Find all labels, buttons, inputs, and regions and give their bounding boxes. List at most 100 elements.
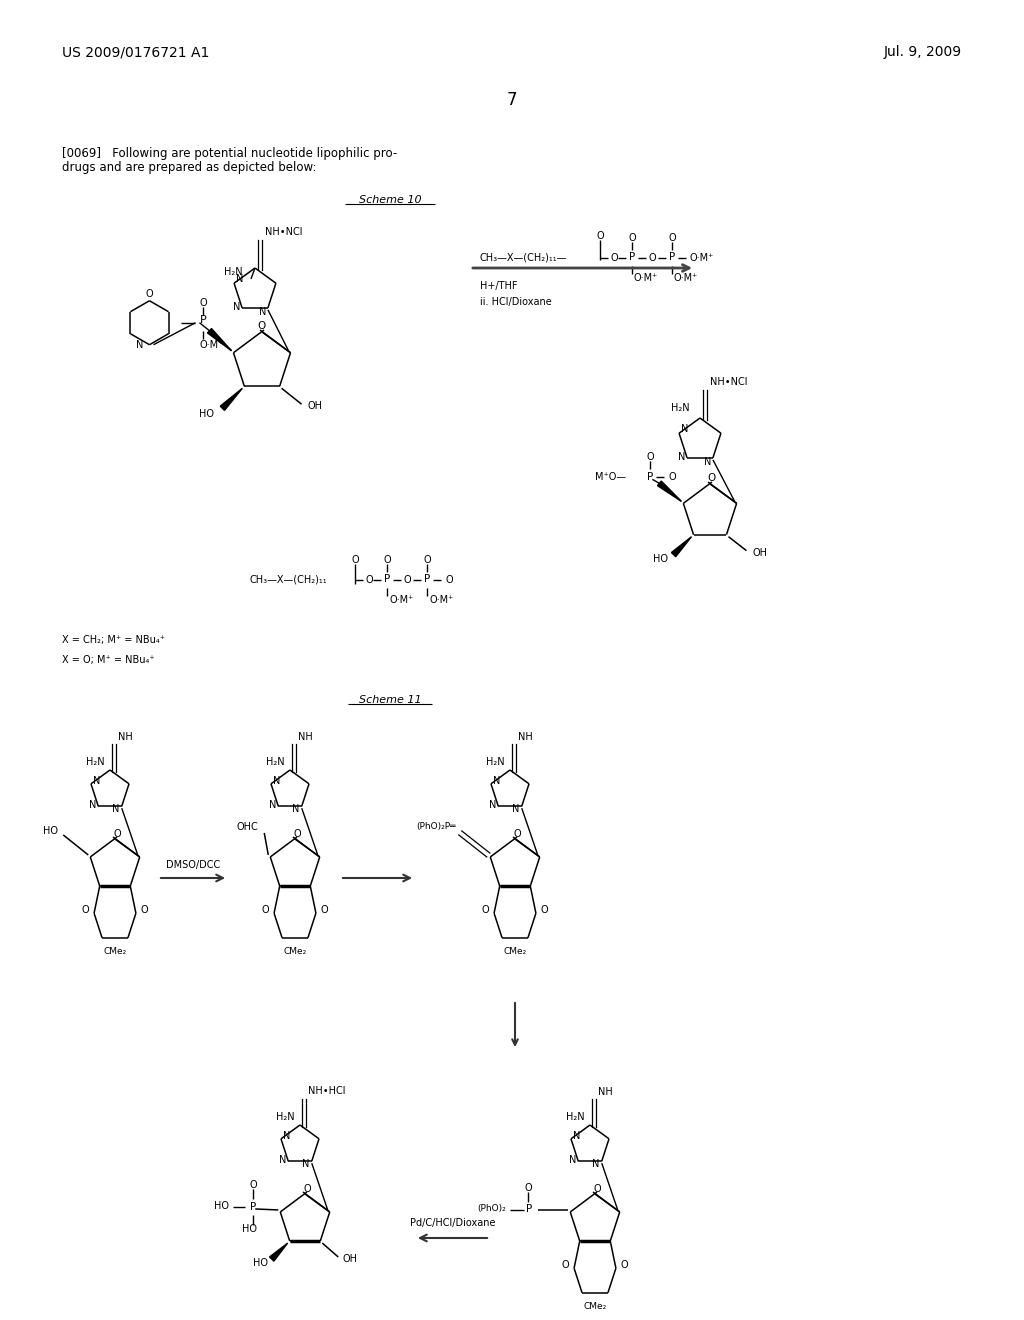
Text: P: P <box>250 1203 256 1212</box>
Text: O: O <box>648 253 655 263</box>
Text: O: O <box>669 234 676 243</box>
Text: H₂N: H₂N <box>486 756 505 767</box>
Text: P: P <box>629 252 635 261</box>
Text: NH: NH <box>598 1086 612 1097</box>
Text: Pd/C/HCl/Dioxane: Pd/C/HCl/Dioxane <box>411 1218 496 1228</box>
Text: H₂N: H₂N <box>266 756 285 767</box>
Text: H₂N: H₂N <box>276 1111 295 1122</box>
Text: NH•NCl: NH•NCl <box>710 378 748 387</box>
Polygon shape <box>220 388 243 411</box>
Text: 7: 7 <box>507 91 517 110</box>
Text: O·M⁺: O·M⁺ <box>429 595 454 605</box>
Text: [0069]   Following are potential nucleotide lipophilic pro-: [0069] Following are potential nucleotid… <box>62 147 397 160</box>
Text: O: O <box>610 253 617 263</box>
Text: drugs and are prepared as depicted below:: drugs and are prepared as depicted below… <box>62 161 316 173</box>
Text: HO: HO <box>652 553 668 564</box>
Text: NH•NCl: NH•NCl <box>265 227 302 238</box>
Text: O·M⁺: O·M⁺ <box>634 273 658 282</box>
Text: OHC: OHC <box>237 822 258 832</box>
Text: M⁺O—: M⁺O— <box>595 473 627 482</box>
Text: N: N <box>93 776 100 785</box>
Text: O: O <box>141 906 148 915</box>
Text: NH: NH <box>118 733 133 742</box>
Text: N: N <box>569 1155 577 1166</box>
Text: O: O <box>258 321 266 331</box>
Text: O: O <box>561 1261 569 1270</box>
Text: P: P <box>526 1204 532 1214</box>
Text: N: N <box>488 800 497 810</box>
Text: X = O; M⁺ = NBu₄⁺: X = O; M⁺ = NBu₄⁺ <box>62 655 155 665</box>
Text: OH: OH <box>342 1254 357 1265</box>
Text: O: O <box>366 576 373 585</box>
Text: O: O <box>596 231 604 242</box>
Text: N: N <box>293 804 300 814</box>
Text: N: N <box>279 1155 287 1166</box>
Text: N: N <box>232 302 240 312</box>
Text: O: O <box>423 554 431 565</box>
Text: O·M⁺: O·M⁺ <box>200 339 224 350</box>
Text: HO: HO <box>43 826 58 836</box>
Polygon shape <box>657 480 681 502</box>
Text: N: N <box>302 1159 309 1170</box>
Text: (PhO)₂P═: (PhO)₂P═ <box>416 822 456 832</box>
Polygon shape <box>269 1243 288 1261</box>
Text: US 2009/0176721 A1: US 2009/0176721 A1 <box>62 45 209 59</box>
Text: NH•HCl: NH•HCl <box>308 1086 345 1096</box>
Text: O: O <box>351 554 358 565</box>
Text: O: O <box>621 1261 629 1270</box>
Text: HO: HO <box>200 409 214 420</box>
Text: N: N <box>269 800 276 810</box>
Text: N: N <box>703 457 711 467</box>
Text: O: O <box>445 576 453 585</box>
Text: HO: HO <box>253 1258 267 1269</box>
Text: Scheme 11: Scheme 11 <box>358 696 421 705</box>
Text: O: O <box>513 829 521 840</box>
Text: O·M⁺: O·M⁺ <box>690 253 715 263</box>
Text: N: N <box>512 804 520 814</box>
Text: N: N <box>237 275 244 284</box>
Text: O·M⁺: O·M⁺ <box>389 595 414 605</box>
Text: CH₃—X—(CH₂)₁₁: CH₃—X—(CH₂)₁₁ <box>250 576 328 585</box>
Text: O: O <box>114 829 121 840</box>
Text: N: N <box>573 1131 581 1140</box>
Text: H+/THF: H+/THF <box>480 281 517 290</box>
Text: N: N <box>113 804 120 814</box>
Text: X = CH₂; M⁺ = NBu₄⁺: X = CH₂; M⁺ = NBu₄⁺ <box>62 635 165 645</box>
Text: N: N <box>136 339 143 350</box>
Text: O: O <box>403 576 411 585</box>
Text: CMe₂: CMe₂ <box>103 948 127 956</box>
Text: O: O <box>708 473 716 483</box>
Text: O: O <box>200 298 207 308</box>
Text: O·M⁺: O·M⁺ <box>674 273 698 282</box>
Text: O: O <box>593 1184 601 1195</box>
Text: O: O <box>628 234 636 243</box>
Text: OH: OH <box>753 548 767 557</box>
Text: Scheme 10: Scheme 10 <box>358 195 421 205</box>
Text: O: O <box>82 906 89 915</box>
Polygon shape <box>208 329 231 351</box>
Text: (PhO)₂: (PhO)₂ <box>477 1204 506 1213</box>
Text: H₂N: H₂N <box>86 756 105 767</box>
Text: NH: NH <box>298 733 312 742</box>
Text: O: O <box>669 473 676 482</box>
Text: P: P <box>384 574 390 583</box>
Text: CMe₂: CMe₂ <box>504 948 526 956</box>
Text: N: N <box>493 776 501 785</box>
Text: CH₃—X—(CH₂)₁₁—: CH₃—X—(CH₂)₁₁— <box>480 253 567 263</box>
Text: P: P <box>200 314 207 325</box>
Text: O: O <box>524 1183 532 1193</box>
Text: HO: HO <box>214 1201 229 1210</box>
Text: O: O <box>145 289 154 298</box>
Text: N: N <box>678 451 685 462</box>
Text: HO: HO <box>242 1224 257 1234</box>
Text: ii. HCl/Dioxane: ii. HCl/Dioxane <box>480 297 552 308</box>
Text: P: P <box>669 252 675 261</box>
Text: O: O <box>293 829 301 840</box>
Text: O: O <box>541 906 549 915</box>
Text: NH: NH <box>518 733 532 742</box>
Text: N: N <box>283 1131 291 1140</box>
Text: DMSO/DCC: DMSO/DCC <box>166 861 220 870</box>
Polygon shape <box>672 537 691 557</box>
Text: H₂N: H₂N <box>566 1111 585 1122</box>
Text: Jul. 9, 2009: Jul. 9, 2009 <box>884 45 962 59</box>
